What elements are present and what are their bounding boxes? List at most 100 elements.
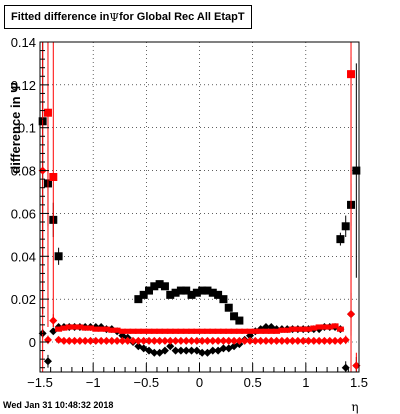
- data-point-diamond: [251, 336, 260, 345]
- data-point-diamond: [160, 336, 169, 345]
- data-point-square: [341, 222, 350, 231]
- data-point-diamond: [219, 336, 228, 345]
- data-point-square: [230, 312, 239, 321]
- data-point-diamond: [299, 336, 308, 345]
- data-point-diamond: [283, 336, 292, 345]
- y-tick-label: 0.02: [11, 292, 36, 307]
- data-point-diamond: [256, 336, 265, 345]
- data-point-diamond: [91, 336, 100, 345]
- data-point-band: [97, 326, 105, 332]
- data-point-square: [160, 282, 169, 291]
- x-tick-label: 1: [302, 375, 309, 390]
- data-point-diamond: [240, 336, 249, 345]
- data-point-diamond: [208, 336, 217, 345]
- data-point-band: [182, 328, 190, 334]
- data-point-diamond: [160, 346, 169, 355]
- data-point-diamond: [288, 336, 297, 345]
- data-point-square: [192, 288, 201, 297]
- data-point-diamond: [208, 346, 217, 355]
- data-point-band: [166, 328, 174, 334]
- chart-title-symbol: Ψ: [109, 10, 120, 24]
- data-point-diamond: [102, 336, 111, 345]
- x-tick-label: 1.5: [350, 375, 368, 390]
- data-point-diamond: [166, 336, 175, 345]
- data-point-band: [320, 324, 328, 330]
- data-point-diamond: [331, 336, 340, 345]
- data-point-square: [182, 286, 191, 295]
- data-point-band: [203, 328, 211, 334]
- data-point-diamond: [315, 336, 324, 345]
- data-point-diamond: [224, 336, 233, 345]
- data-point-band: [235, 328, 243, 334]
- data-point-diamond: [171, 336, 180, 345]
- data-point-diamond: [176, 336, 185, 345]
- data-point-band: [188, 328, 196, 334]
- data-point-band: [246, 328, 254, 334]
- data-point-diamond: [86, 336, 95, 345]
- data-point-band: [76, 324, 84, 330]
- data-point-square: [150, 282, 159, 291]
- data-point-diamond: [43, 335, 52, 344]
- data-point-square: [49, 173, 58, 181]
- data-point-band: [81, 325, 89, 331]
- data-point-band: [278, 327, 286, 333]
- data-point-band: [193, 328, 201, 334]
- data-point-diamond: [277, 336, 286, 345]
- series-4: [55, 323, 344, 334]
- data-point-band: [102, 326, 110, 332]
- x-tick-label: −1: [86, 375, 101, 390]
- data-point-diamond: [171, 346, 180, 355]
- data-point-diamond: [293, 336, 302, 345]
- data-point-diamond: [198, 348, 207, 357]
- data-point-diamond: [65, 336, 74, 345]
- data-point-diamond: [54, 335, 63, 344]
- data-point-band: [273, 328, 281, 334]
- data-point-square: [176, 286, 185, 295]
- data-point-diamond: [336, 336, 345, 345]
- data-point-band: [55, 326, 63, 332]
- data-point-band: [230, 328, 238, 334]
- chart-title-prefix: Fitted difference in: [11, 11, 110, 23]
- data-point-diamond: [352, 361, 361, 370]
- data-point-diamond: [43, 357, 52, 366]
- data-point-diamond: [129, 336, 138, 345]
- data-point-band: [118, 328, 126, 334]
- y-tick-label: 0.1: [18, 121, 36, 136]
- data-point-square: [352, 166, 361, 175]
- data-point-square: [43, 108, 52, 117]
- data-point-band: [257, 328, 265, 334]
- data-point-square: [198, 286, 207, 295]
- data-point-band: [156, 328, 164, 334]
- data-point-diamond: [203, 336, 212, 345]
- x-tick-label: −0.5: [133, 375, 159, 390]
- data-point-square: [208, 288, 217, 297]
- data-point-band: [267, 328, 275, 334]
- data-point-diamond: [267, 336, 276, 345]
- data-point-diamond: [230, 336, 239, 345]
- data-point-band: [336, 326, 344, 332]
- data-point-band: [209, 328, 217, 334]
- y-tick-label: 0.08: [11, 164, 36, 179]
- data-point-diamond: [150, 348, 159, 357]
- data-point-diamond: [192, 336, 201, 345]
- data-point-diamond: [49, 316, 58, 325]
- data-point-band: [92, 326, 100, 332]
- data-point-band: [140, 328, 148, 334]
- data-point-diamond: [139, 336, 148, 345]
- data-point-band: [124, 328, 132, 334]
- data-point-band: [315, 324, 323, 330]
- data-point-band: [304, 326, 312, 332]
- x-axis-label: η: [351, 400, 358, 414]
- data-point-diamond: [341, 363, 350, 372]
- data-point-diamond: [182, 346, 191, 355]
- data-point-diamond: [150, 336, 159, 345]
- data-point-diamond: [187, 336, 196, 345]
- timestamp: Wed Jan 31 10:48:32 2018: [3, 400, 114, 410]
- data-point-band: [251, 328, 259, 334]
- data-point-band: [71, 324, 79, 330]
- data-point-diamond: [176, 346, 185, 355]
- data-point-diamond: [75, 336, 84, 345]
- data-point-diamond: [320, 336, 329, 345]
- data-point-square: [214, 290, 223, 299]
- data-point-band: [198, 328, 206, 334]
